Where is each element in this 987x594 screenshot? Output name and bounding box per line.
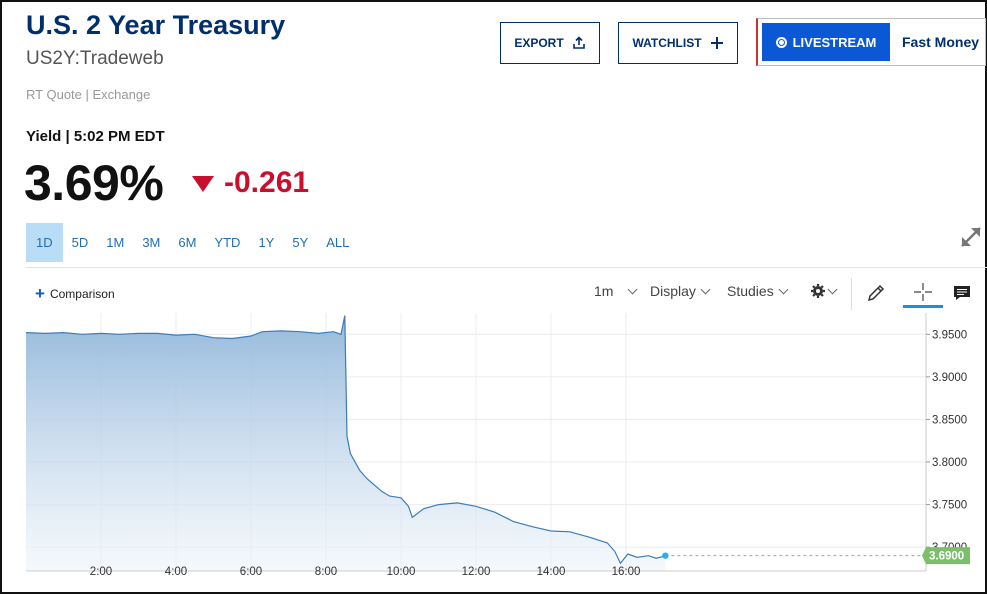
range-tab-all[interactable]: ALL <box>326 235 350 250</box>
studies-label: Studies <box>727 283 774 299</box>
watchlist-label: WATCHLIST <box>632 36 702 50</box>
draw-button[interactable] <box>860 278 892 308</box>
studies-dropdown[interactable]: Studies <box>727 283 789 299</box>
range-tab-5d[interactable]: 5D <box>71 235 89 250</box>
display-label: Display <box>650 283 696 299</box>
export-label: EXPORT <box>514 36 564 50</box>
change-value: -0.261 <box>224 166 310 199</box>
range-tab-3m[interactable]: 3M <box>142 235 161 250</box>
series-area <box>26 315 666 571</box>
last-value-badge <box>922 547 970 565</box>
fast-money-link[interactable]: Fast Money <box>902 34 980 50</box>
settings-dropdown[interactable] <box>810 283 838 299</box>
plus-icon: + <box>35 284 45 303</box>
toolbar-separator <box>851 278 852 310</box>
x-tick-label: 8:00 <box>315 566 337 578</box>
gear-icon <box>811 284 825 298</box>
yield-timestamp: Yield | 5:02 PM EDT <box>26 128 165 145</box>
annotation-button[interactable] <box>946 278 978 308</box>
display-dropdown[interactable]: Display <box>650 283 711 299</box>
last-point-marker <box>662 552 669 559</box>
chevron-down-icon <box>827 284 838 294</box>
interval-label: 1m <box>594 283 614 299</box>
range-tab-5y[interactable]: 5Y <box>292 235 309 250</box>
crosshair-icon <box>914 282 932 301</box>
x-tick-label: 16:00 <box>612 566 641 578</box>
quote-source-label: RT Quote | Exchange <box>26 87 151 102</box>
y-tick-label: 3.9500 <box>932 329 967 341</box>
y-tick-label: 3.7500 <box>932 500 967 512</box>
pencil-icon <box>867 284 885 302</box>
y-tick-label: 3.8500 <box>932 414 967 426</box>
x-tick-label: 6:00 <box>240 566 262 578</box>
comment-icon <box>954 286 970 300</box>
page-title: U.S. 2 Year Treasury <box>26 10 286 40</box>
range-tab-1y[interactable]: 1Y <box>258 235 275 250</box>
down-arrow-icon <box>192 176 214 192</box>
price-chart[interactable]: 3.95003.90003.85003.80003.75003.70003.69… <box>26 313 981 578</box>
x-tick-label: 2:00 <box>90 566 112 578</box>
last-value-label: 3.6900 <box>929 551 964 563</box>
y-tick-label: 3.9000 <box>932 372 967 384</box>
range-tab-1d[interactable]: 1D <box>26 223 63 262</box>
x-tick-label: 14:00 <box>537 566 566 578</box>
interval-dropdown[interactable]: 1m <box>594 283 638 299</box>
y-tick-label: 3.8000 <box>932 457 967 469</box>
comparison-button[interactable]: + Comparison <box>35 285 115 302</box>
range-tab-1m[interactable]: 1M <box>106 235 125 250</box>
live-icon <box>775 36 787 48</box>
plus-icon <box>710 37 723 49</box>
livestream-label: LIVESTREAM <box>792 34 877 50</box>
livestream-button[interactable]: LIVESTREAM <box>762 23 890 61</box>
upload-icon <box>572 36 585 49</box>
time-range-tabs: 1D 5D 1M 3M 6M YTD 1Y 5Y ALL <box>26 223 358 262</box>
chevron-down-icon <box>778 284 789 294</box>
toolbar-divider <box>26 267 987 268</box>
watchlist-button[interactable]: WATCHLIST <box>618 22 738 64</box>
x-tick-label: 4:00 <box>165 566 187 578</box>
series-line <box>26 315 666 565</box>
chevron-down-icon <box>700 284 711 294</box>
chevron-down-icon <box>628 284 638 294</box>
comparison-label: Comparison <box>49 286 115 301</box>
x-tick-label: 10:00 <box>387 566 416 578</box>
price-change: -0.261 <box>192 166 309 200</box>
x-tick-label: 12:00 <box>462 566 491 578</box>
range-tab-ytd[interactable]: YTD <box>214 235 241 250</box>
livestream-widget: LIVESTREAM Fast Money <box>756 18 986 66</box>
last-price: 3.69% <box>24 155 164 211</box>
expand-icon[interactable] <box>958 224 984 250</box>
crosshair-button[interactable] <box>903 278 943 308</box>
symbol-label: US2Y:Tradeweb <box>26 48 164 69</box>
range-tab-6m[interactable]: 6M <box>178 235 197 250</box>
export-button[interactable]: EXPORT <box>500 22 600 64</box>
